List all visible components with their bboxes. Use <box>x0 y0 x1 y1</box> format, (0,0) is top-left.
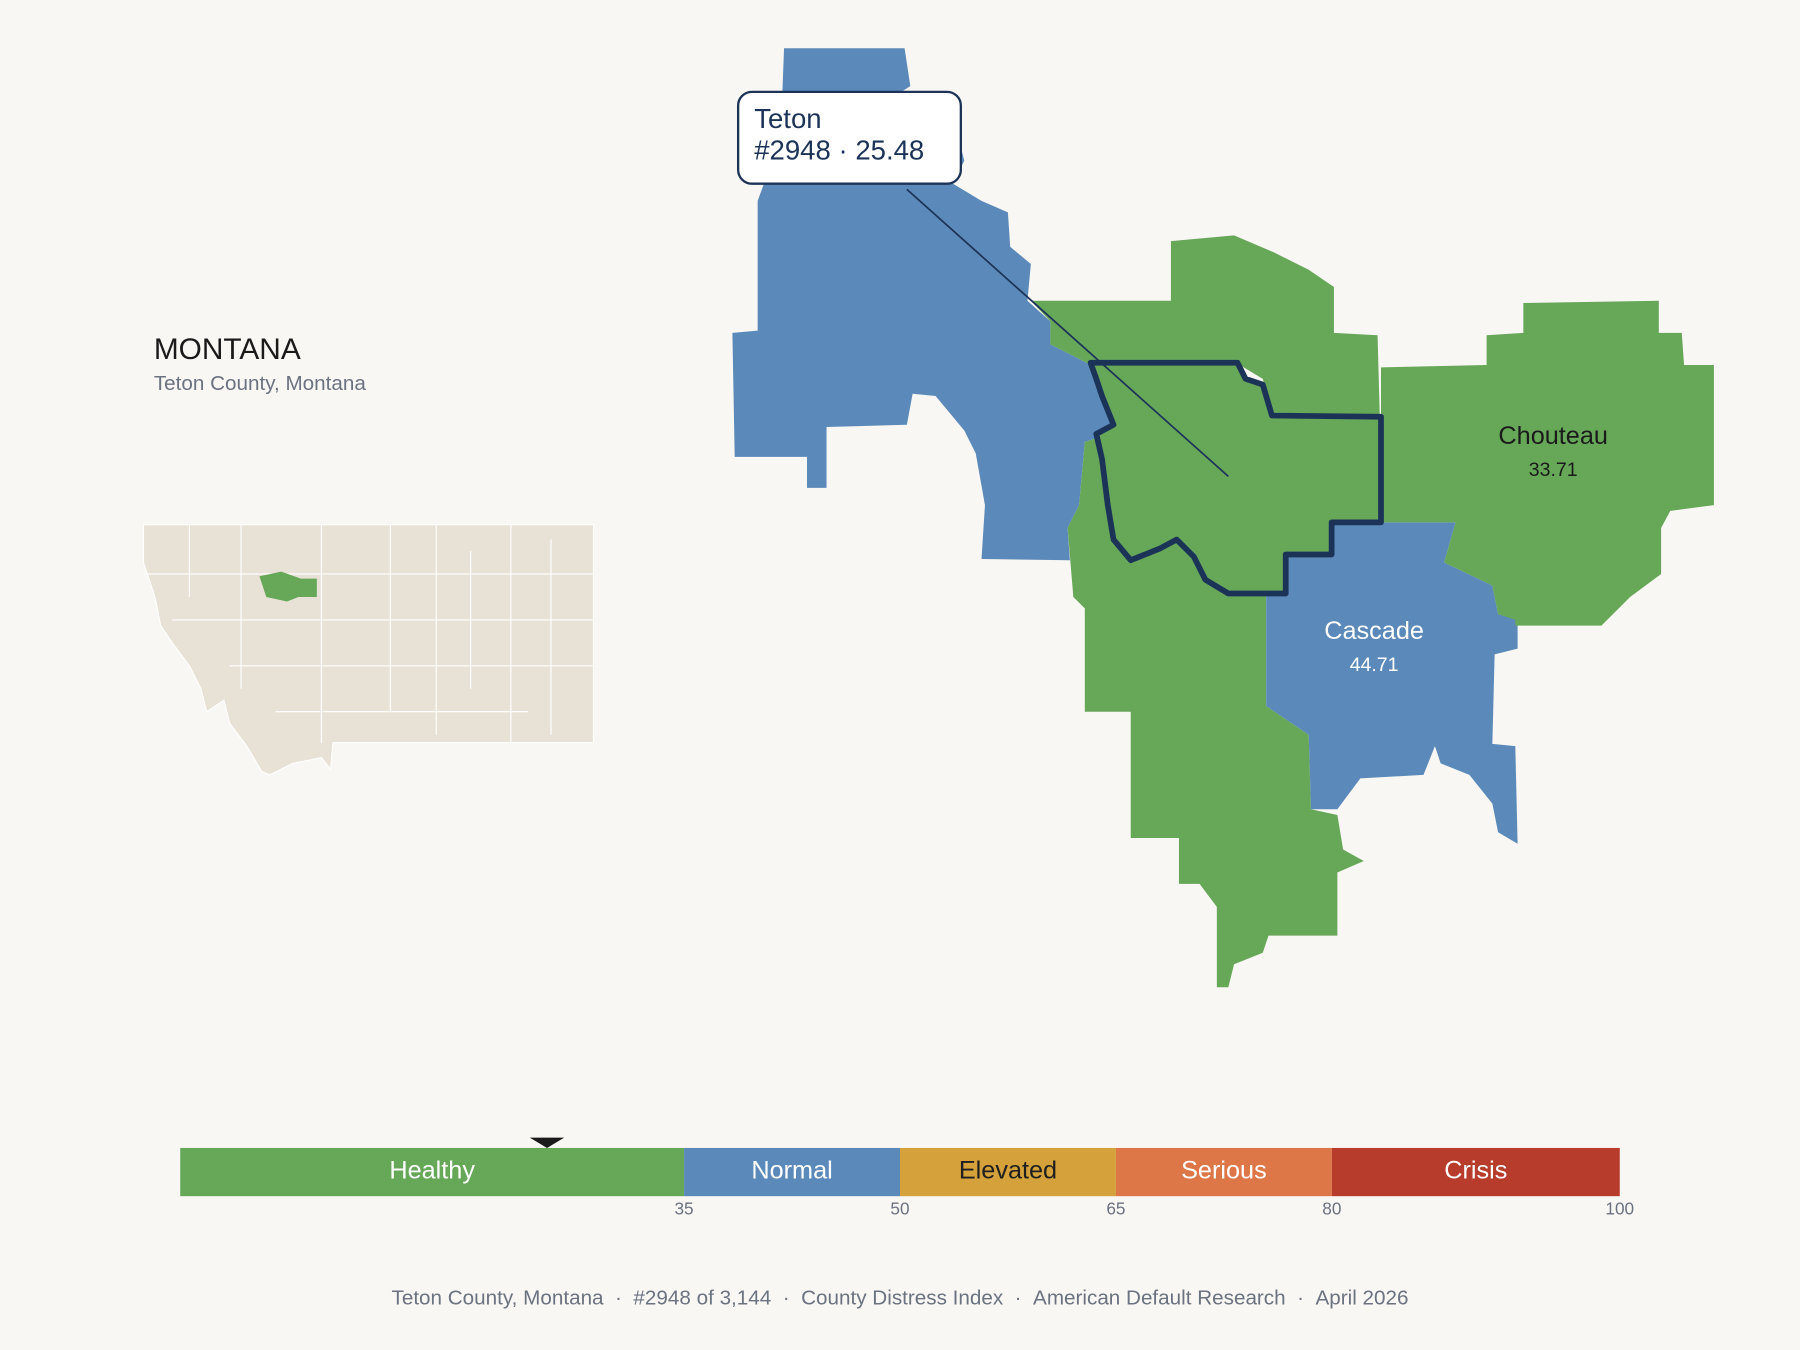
separator: · <box>783 1287 790 1310</box>
separator <box>790 1287 801 1310</box>
footer-item: April 2026 <box>1315 1287 1408 1310</box>
tooltip-rank: #2948 <box>754 135 831 166</box>
scale-tick-label: 35 <box>674 1198 693 1218</box>
band-label: Crisis <box>1444 1157 1507 1185</box>
tooltip-score: 25.48 <box>855 135 924 166</box>
footer: Teton County, Montana · #2948 of 3,144 ·… <box>392 1287 1409 1310</box>
footer-item: Teton County, Montana <box>392 1287 605 1310</box>
title: MONTANA <box>154 333 301 366</box>
counties <box>732 48 1714 988</box>
inset-map <box>142 524 595 776</box>
separator: · <box>615 1287 622 1310</box>
scale-band <box>1115 1147 1332 1197</box>
county-teton[interactable] <box>1087 359 1384 597</box>
footer-item: American Default Research <box>1033 1287 1286 1310</box>
county-neighbor <box>1067 433 1364 988</box>
band-label: Elevated <box>959 1157 1057 1185</box>
county-neighbor <box>1030 235 1380 420</box>
separator <box>1304 1287 1315 1310</box>
band-label: Healthy <box>389 1157 475 1185</box>
county-borders <box>143 524 594 743</box>
tooltip-leader <box>906 188 1229 478</box>
separator: · <box>1297 1287 1304 1310</box>
band-label: Normal <box>751 1157 832 1185</box>
separator: · <box>838 135 847 166</box>
separator <box>1003 1287 1014 1310</box>
band-label: Serious <box>1181 1157 1267 1185</box>
scale-tick-label: 100 <box>1605 1198 1634 1218</box>
scale-band <box>1331 1147 1620 1197</box>
scale-band <box>684 1147 900 1197</box>
highlighted-county <box>259 571 317 602</box>
tooltip: Teton #2948 · 25.48 <box>736 90 962 185</box>
tooltip-detail: #2948 · 25.48 <box>754 135 924 166</box>
scale-bar: Healthy Normal Elevated Serious Crisis 35 50 65… <box>180 1137 1634 1218</box>
footer-item: #2948 of 3,144 <box>633 1287 771 1310</box>
separator <box>771 1287 782 1310</box>
separator: · <box>1015 1287 1022 1310</box>
scale-tick-label: 50 <box>890 1198 909 1218</box>
scale-band <box>180 1147 685 1197</box>
county-label: Chouteau <box>1498 422 1608 450</box>
county-score: 44.71 <box>1350 654 1399 676</box>
separator <box>604 1287 615 1310</box>
county-score: 33.71 <box>1529 459 1578 481</box>
scale-tick-label: 65 <box>1106 1198 1125 1218</box>
scale-band <box>900 1147 1116 1197</box>
separator <box>622 1287 633 1310</box>
county-chouteau[interactable] <box>1380 300 1714 626</box>
separator <box>1286 1287 1297 1310</box>
footer-item: County Distress Index <box>801 1287 1004 1310</box>
county-label: Cascade <box>1324 617 1424 645</box>
tooltip-box <box>736 90 962 185</box>
scale-marker <box>529 1137 565 1148</box>
county-cascade[interactable] <box>1266 522 1518 844</box>
scale-tick-label: 80 <box>1322 1198 1341 1218</box>
separator <box>1022 1287 1033 1310</box>
tooltip-name: Teton <box>754 103 821 134</box>
subtitle: Teton County, Montana <box>154 372 367 395</box>
